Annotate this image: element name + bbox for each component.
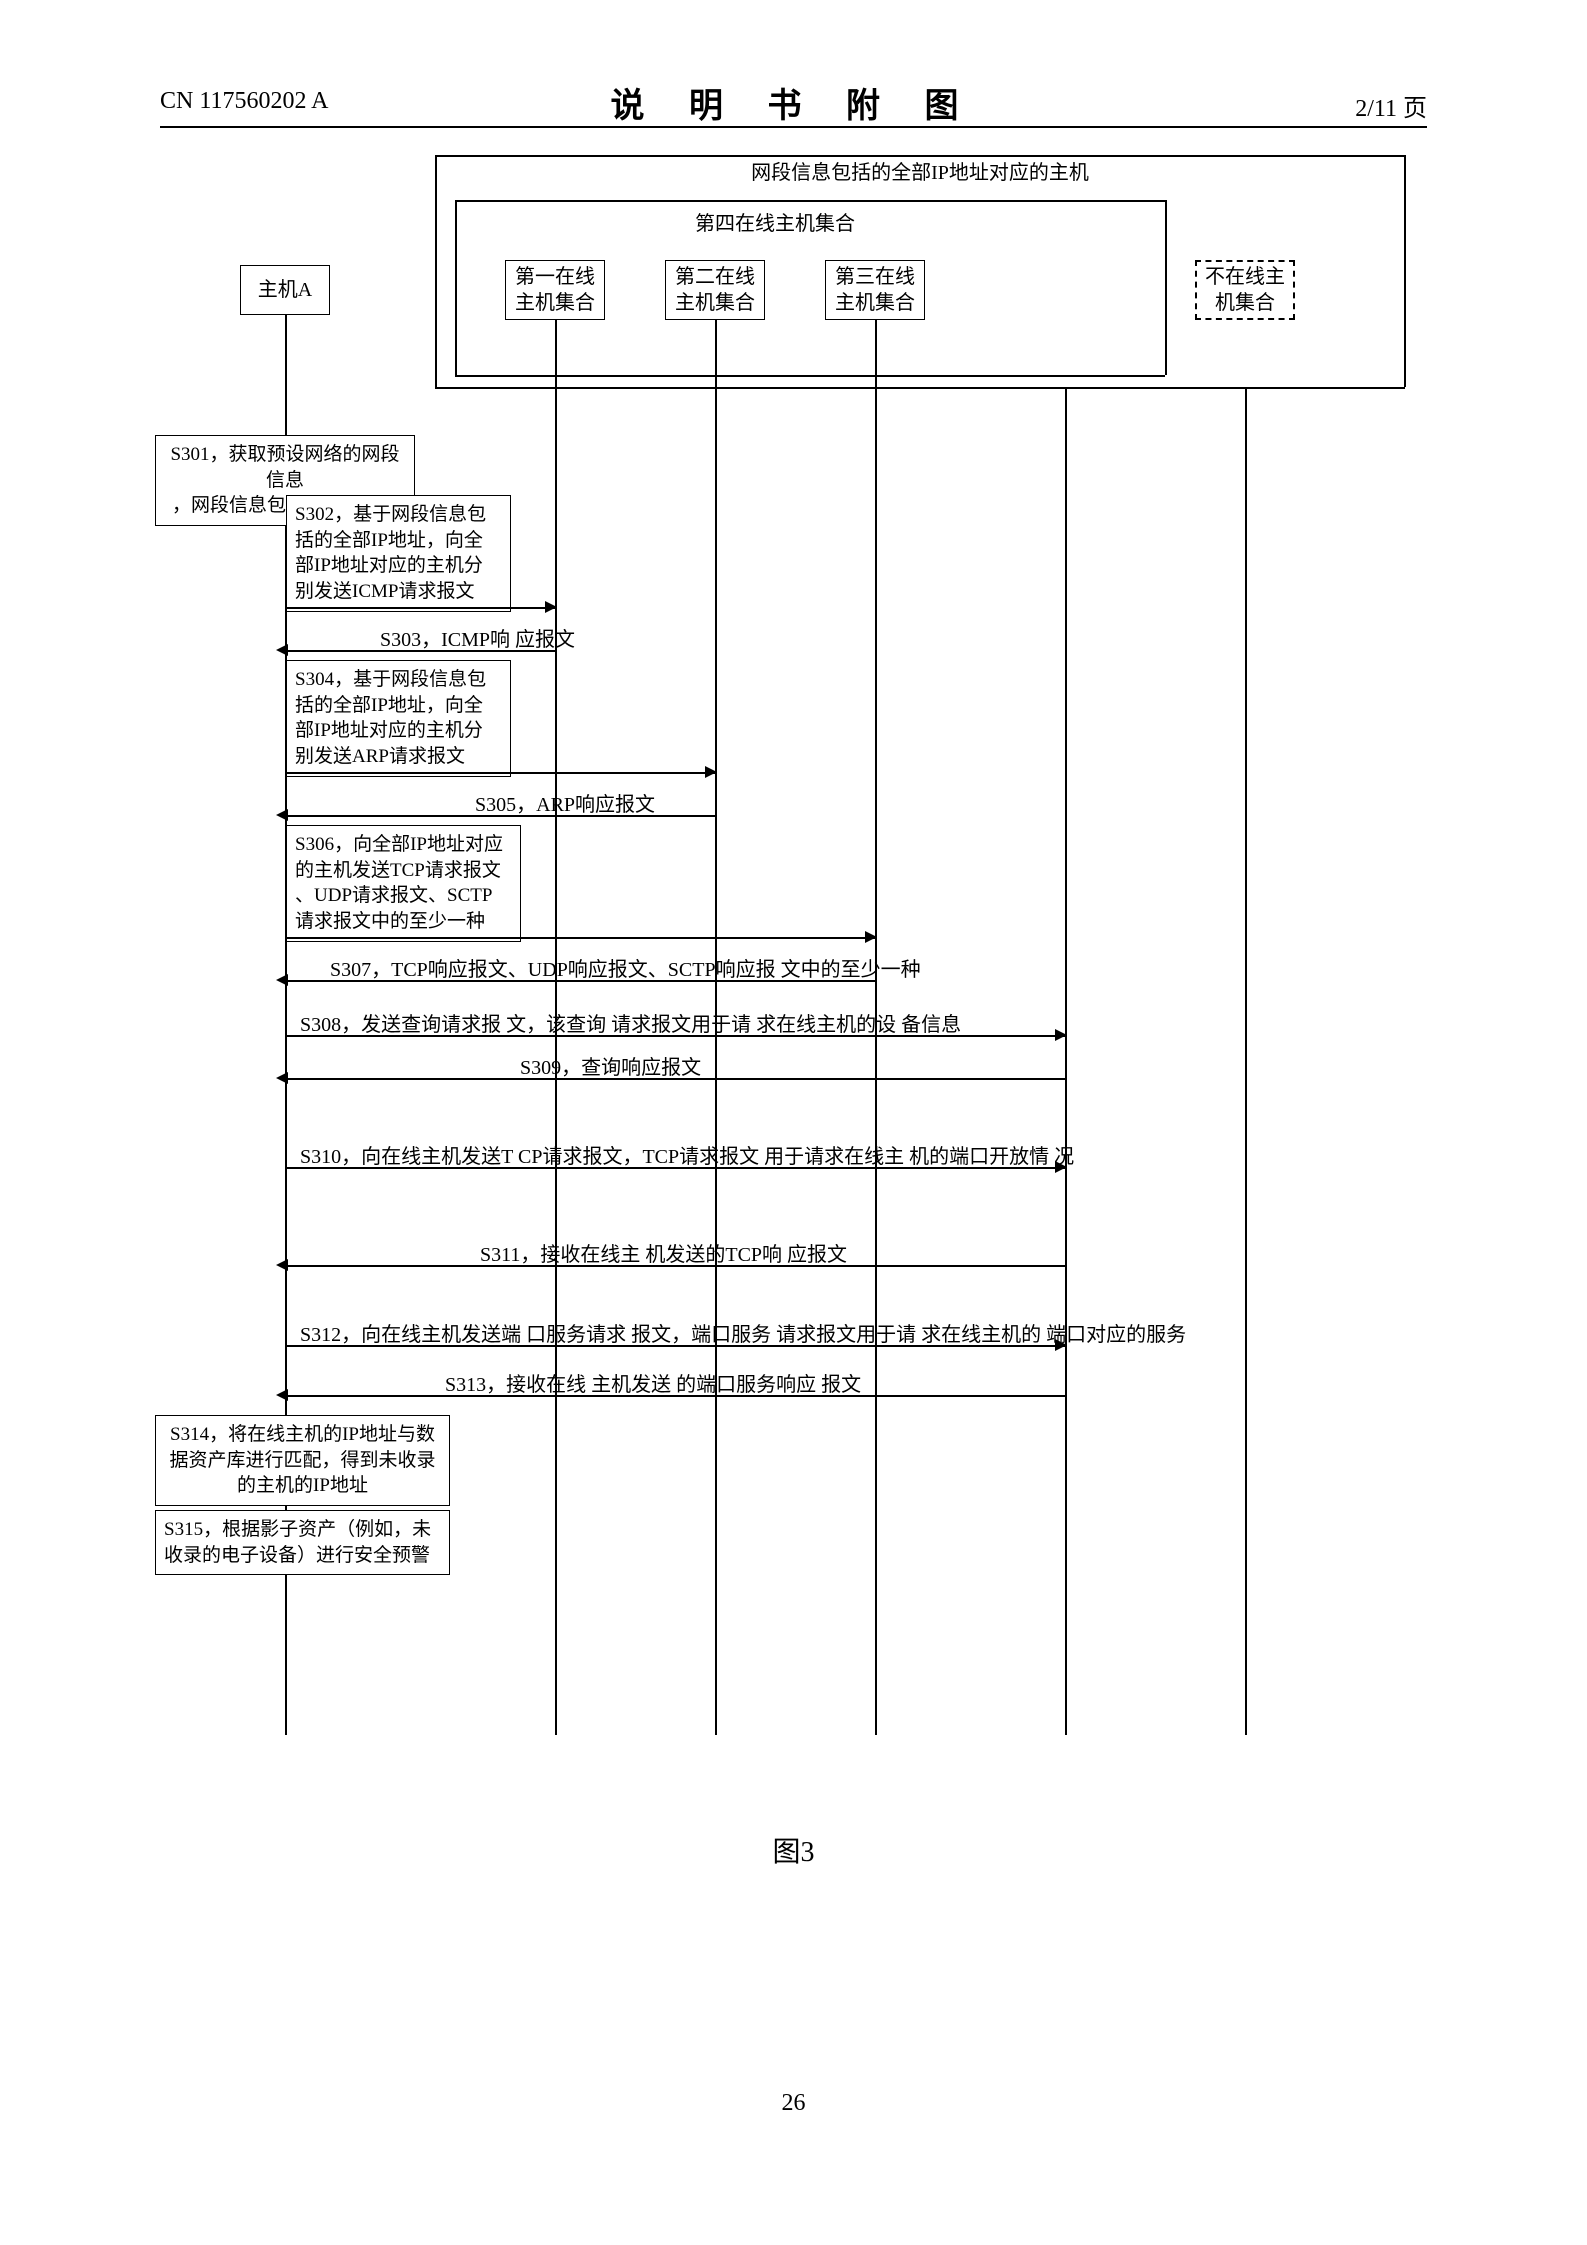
label-s313: S313，接收在线 主机发送 的端口服务响应 报文 xyxy=(445,1368,861,1397)
arrow-s307-head xyxy=(276,974,288,986)
arrow-s309-head xyxy=(276,1072,288,1084)
step-s304: S304，基于网段信息包 括的全部IP地址，向全 部IP地址对应的主机分 别发送… xyxy=(286,660,511,777)
arrow-s303-head xyxy=(276,644,288,656)
fourth-group-label: 第四在线主机集合 xyxy=(695,207,855,236)
label-s312: S312，向在线主机发送端 口服务请求 报文，端口服务 请求报文用于请 求在线主… xyxy=(300,1318,1186,1347)
lifeline-fourth xyxy=(1065,387,1067,1735)
page: CN 117560202 A 说 明 书 附 图 2/11 页 网段信息包括的全… xyxy=(0,0,1587,2245)
outer-right xyxy=(1404,155,1406,387)
label-s307: S307，TCP响应报文、UDP响应报文、SCTP响应报 文中的至少一种 xyxy=(330,953,921,982)
arrow-s313 xyxy=(286,1395,1065,1397)
set1-box: 第一在线 主机集合 xyxy=(505,260,605,320)
outer-bottom xyxy=(435,387,1405,389)
document-title: 说 明 书 附 图 xyxy=(611,78,977,127)
fourth-right xyxy=(1165,200,1167,375)
step-s314: S314，将在线主机的IP地址与数 据资产库进行匹配，得到未收录 的主机的IP地… xyxy=(155,1415,450,1506)
step-s306: S306，向全部IP地址对应 的主机发送TCP请求报文 、UDP请求报文、SCT… xyxy=(286,825,521,942)
arrow-s308-head xyxy=(1055,1029,1067,1041)
arrow-s306-head xyxy=(865,931,877,943)
figure-caption: 图3 xyxy=(772,1830,814,1870)
outer-left xyxy=(435,155,437,387)
arrow-s310-head xyxy=(1055,1161,1067,1173)
page-header: CN 117560202 A 说 明 书 附 图 2/11 页 xyxy=(160,78,1427,128)
arrow-s306 xyxy=(286,937,875,939)
arrow-s308 xyxy=(286,1035,1065,1037)
offline-box: 不在线主 机集合 xyxy=(1195,260,1295,320)
fourth-bottom xyxy=(455,375,1165,377)
lifeline-offline xyxy=(1245,387,1247,1735)
page-number-bottom: 26 xyxy=(782,2090,806,2117)
arrow-s311-head xyxy=(276,1259,288,1271)
fourth-top xyxy=(455,200,1165,202)
arrow-s312-head xyxy=(1055,1339,1067,1351)
label-s303: S303，ICMP响 应报文 xyxy=(380,623,575,652)
set3-box: 第三在线 主机集合 xyxy=(825,260,925,320)
arrow-s313-head xyxy=(276,1389,288,1401)
arrow-s305 xyxy=(286,815,715,817)
outer-top xyxy=(435,155,1405,157)
sequence-diagram: 网段信息包括的全部IP地址对应的主机 第四在线主机集合 主机A 第一在线 主机集… xyxy=(155,155,1435,1735)
label-s309: S309，查询响应报文 xyxy=(520,1051,701,1080)
outer-group-label: 网段信息包括的全部IP地址对应的主机 xyxy=(435,155,1405,190)
host-a-box: 主机A xyxy=(240,265,330,315)
label-s305: S305，ARP响应报文 xyxy=(475,788,655,817)
page-number-top: 2/11 页 xyxy=(1355,88,1427,123)
fourth-left xyxy=(455,200,457,375)
step-s315: S315，根据影子资产（例如，未 收录的电子设备）进行安全预警 xyxy=(155,1510,450,1575)
step-s302: S302，基于网段信息包 括的全部IP地址，向全 部IP地址对应的主机分 别发送… xyxy=(286,495,511,612)
arrow-s303 xyxy=(286,650,555,652)
arrow-s302-head xyxy=(545,601,557,613)
document-id: CN 117560202 A xyxy=(160,88,328,115)
label-s308: S308，发送查询请求报 文，该查询 请求报文用于请 求在线主机的设 备信息 xyxy=(300,1008,961,1037)
arrow-s304 xyxy=(286,772,715,774)
arrow-s312 xyxy=(286,1345,1065,1347)
arrow-s309 xyxy=(286,1078,1065,1080)
label-s310: S310，向在线主机发送T CP请求报文，TCP请求报文 用于请求在线主 机的端… xyxy=(300,1140,1074,1169)
arrow-s311 xyxy=(286,1265,1065,1267)
arrow-s302 xyxy=(286,607,555,609)
arrow-s305-head xyxy=(276,809,288,821)
arrow-s307 xyxy=(286,980,875,982)
arrow-s310 xyxy=(286,1167,1065,1169)
set2-box: 第二在线 主机集合 xyxy=(665,260,765,320)
label-s311: S311，接收在线主 机发送的TCP响 应报文 xyxy=(480,1238,847,1267)
arrow-s304-head xyxy=(705,766,717,778)
